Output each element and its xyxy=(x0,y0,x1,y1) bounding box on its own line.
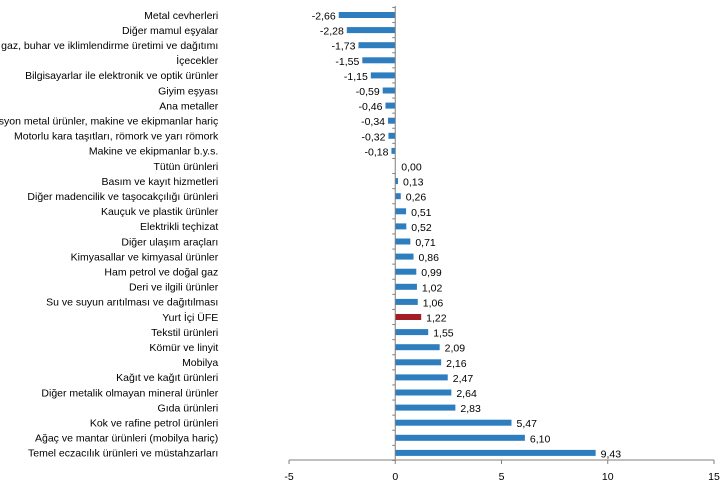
bar-diger-ulasim-araclari xyxy=(395,238,411,245)
category-label: Kömür ve linyit xyxy=(149,342,218,354)
value-label: 0,00 xyxy=(401,162,422,174)
bar-kagit-ve-kagit-urunleri xyxy=(395,374,448,381)
bar-diger-metalik-olmayan-mineral-urunler xyxy=(395,389,452,396)
value-label: 0,86 xyxy=(419,252,440,264)
category-label: Tütün ürünleri xyxy=(153,161,218,173)
value-label: -0,59 xyxy=(356,86,380,98)
bar-diger-madencilik-ve-tasocakciligi-urunleri xyxy=(395,193,401,200)
x-tick-label: 15 xyxy=(708,471,720,483)
bar-yurt-ici-ufe xyxy=(395,314,422,320)
x-tick-label: -5 xyxy=(284,471,293,483)
value-label: -0,34 xyxy=(361,116,385,128)
category-label: Temel eczacılık ürünleri ve müstahzarlar… xyxy=(28,448,218,460)
bar-giyim-esyasi xyxy=(382,87,396,94)
bar-kimyasallar-ve-kimyasal-urunler xyxy=(395,253,414,260)
category-label: Kauçuk ve plastik ürünler xyxy=(101,206,219,218)
category-label: Ana metaller xyxy=(159,100,218,112)
value-label: 2,47 xyxy=(453,373,474,385)
value-label: 2,09 xyxy=(445,343,466,355)
value-label: 0,52 xyxy=(411,222,432,234)
value-label: 6,10 xyxy=(530,433,551,445)
bar-fabrikasyon-metal-urunler-makine-ve-ekipmanlar-haric xyxy=(388,117,396,124)
bar-su-ve-suyun-aritilmasi-ve-dagitilmasi xyxy=(395,298,418,305)
category-label: Ağaç ve mantar ürünleri (mobilya hariç) xyxy=(35,433,218,445)
bar-komur-ve-linyit xyxy=(395,344,440,351)
category-label: Kimyasallar ve kimyasal ürünler xyxy=(71,251,219,263)
x-ticks-group: -5 0 5 10 15 xyxy=(284,460,720,483)
category-label: Diğer ulaşım araçları xyxy=(121,236,218,248)
category-label: Makine ve ekipmanlar b.y.s. xyxy=(89,146,218,158)
bar-kaucuk-ve-plastik-urunler xyxy=(395,208,407,215)
category-label: Kağıt ve kağıt ürünleri xyxy=(116,372,218,384)
category-label: Basım ve kayıt hizmetleri xyxy=(102,176,219,188)
value-label: -0,18 xyxy=(364,146,388,158)
category-label: Mobilya xyxy=(182,357,218,369)
value-label: 1,02 xyxy=(422,282,443,294)
x-tick-label: 0 xyxy=(392,471,398,483)
category-label: Fabrikasyon metal ürünler, makine ve eki… xyxy=(0,116,218,128)
bar-makine-ve-ekipmanlar-b-y-s xyxy=(391,147,396,154)
bar-agac-ve-mantar-urunleri-mobilya-haric xyxy=(395,434,525,441)
bar-ham-petrol-ve-dogal-gaz xyxy=(395,268,417,275)
bar-tekstil-urunleri xyxy=(395,329,429,336)
category-label: Diğer mamul eşyalar xyxy=(122,25,219,37)
value-label: 2,16 xyxy=(446,358,467,370)
category-label: Elektrik, gaz, buhar ve iklimlendirme ür… xyxy=(0,40,218,52)
value-label: -0,32 xyxy=(362,131,386,143)
value-label: -1,55 xyxy=(335,56,359,68)
bars-group xyxy=(338,12,596,456)
value-label: 1,22 xyxy=(426,313,447,325)
value-label: 0,71 xyxy=(415,237,436,249)
value-label: 2,83 xyxy=(460,403,481,415)
category-label: Yurt İçi ÜFE xyxy=(162,311,218,324)
x-tick-label: 10 xyxy=(602,471,614,483)
bar-deri-ve-ilgili-urunler xyxy=(395,283,417,290)
value-label: -1,15 xyxy=(344,71,368,83)
category-label: Su ve suyun arıtılması ve dağıtılması xyxy=(46,297,218,309)
category-label: Giyim eşyası xyxy=(158,85,218,97)
category-label: Metal cevherleri xyxy=(144,10,218,22)
category-label: Elektrikli teçhizat xyxy=(140,221,218,233)
bar-diger-mamul-esyalar xyxy=(346,27,396,34)
category-label: Diğer metalik olmayan mineral ürünler xyxy=(41,387,218,399)
category-label: Gıda ürünleri xyxy=(158,402,219,414)
category-label: Tekstil ürünleri xyxy=(151,327,218,339)
category-label: Ham petrol ve doğal gaz xyxy=(104,267,218,279)
value-label: 1,55 xyxy=(433,328,454,340)
x-tick-label: 5 xyxy=(499,471,505,483)
bar-basim-ve-kayit-hizmetleri xyxy=(395,178,399,185)
bar-metal-cevherleri xyxy=(338,12,396,18)
value-label: 0,13 xyxy=(403,177,424,189)
value-label: -0,46 xyxy=(359,101,383,113)
value-label: 0,51 xyxy=(411,207,432,219)
value-label: 2,64 xyxy=(456,388,477,400)
category-labels-group: Metal cevherleri Diğer mamul eşyalar Elekt… xyxy=(0,10,219,460)
value-label: 1,06 xyxy=(423,297,444,309)
value-labels-group: -2,66 -2,28 -1,73 -1,55 -1,15 -0,59 -0,46 -0,34… xyxy=(312,11,621,461)
bar-mobilya xyxy=(395,359,442,366)
value-label: 0,99 xyxy=(421,267,442,279)
bar-icecekler xyxy=(362,57,396,64)
bar-gida-urunleri xyxy=(395,404,456,411)
bar-ana-metaller xyxy=(385,102,396,109)
category-label: Motorlu kara taşıtları, römork ve yarı r… xyxy=(14,131,219,143)
value-label: -2,66 xyxy=(312,11,336,23)
bar-kok-ve-rafine-petrol-urunleri xyxy=(395,419,512,426)
bar-elektrik-gaz-buhar-ve-iklimlendirme-uretimi-ve-dagitimi xyxy=(358,42,396,49)
value-label: -1,73 xyxy=(332,41,356,53)
category-label: Deri ve ilgili ürünler xyxy=(129,282,219,294)
value-label: -2,28 xyxy=(320,26,344,38)
bar-bilgisayarlar-ile-elektronik-ve-optik-urunler xyxy=(370,72,396,79)
value-label: 5,47 xyxy=(516,418,537,430)
category-label: Kok ve rafine petrol ürünleri xyxy=(90,418,218,430)
bar-motorlu-kara-tasitlari-romork-ve-yari-romork xyxy=(388,132,396,139)
bar-temel-eczacilik-urunleri-ve-mustahzarlari xyxy=(395,449,596,456)
value-label: 0,26 xyxy=(406,192,427,204)
bar-elektrikli-techizat xyxy=(395,223,407,230)
category-label: Diğer madencilik ve taşocakçılığı ürünle… xyxy=(27,191,218,203)
category-label: İçecekler xyxy=(176,54,219,67)
category-label: Bilgisayarlar ile elektronik ve optik ür… xyxy=(25,70,219,82)
value-label: 9,43 xyxy=(601,448,622,460)
